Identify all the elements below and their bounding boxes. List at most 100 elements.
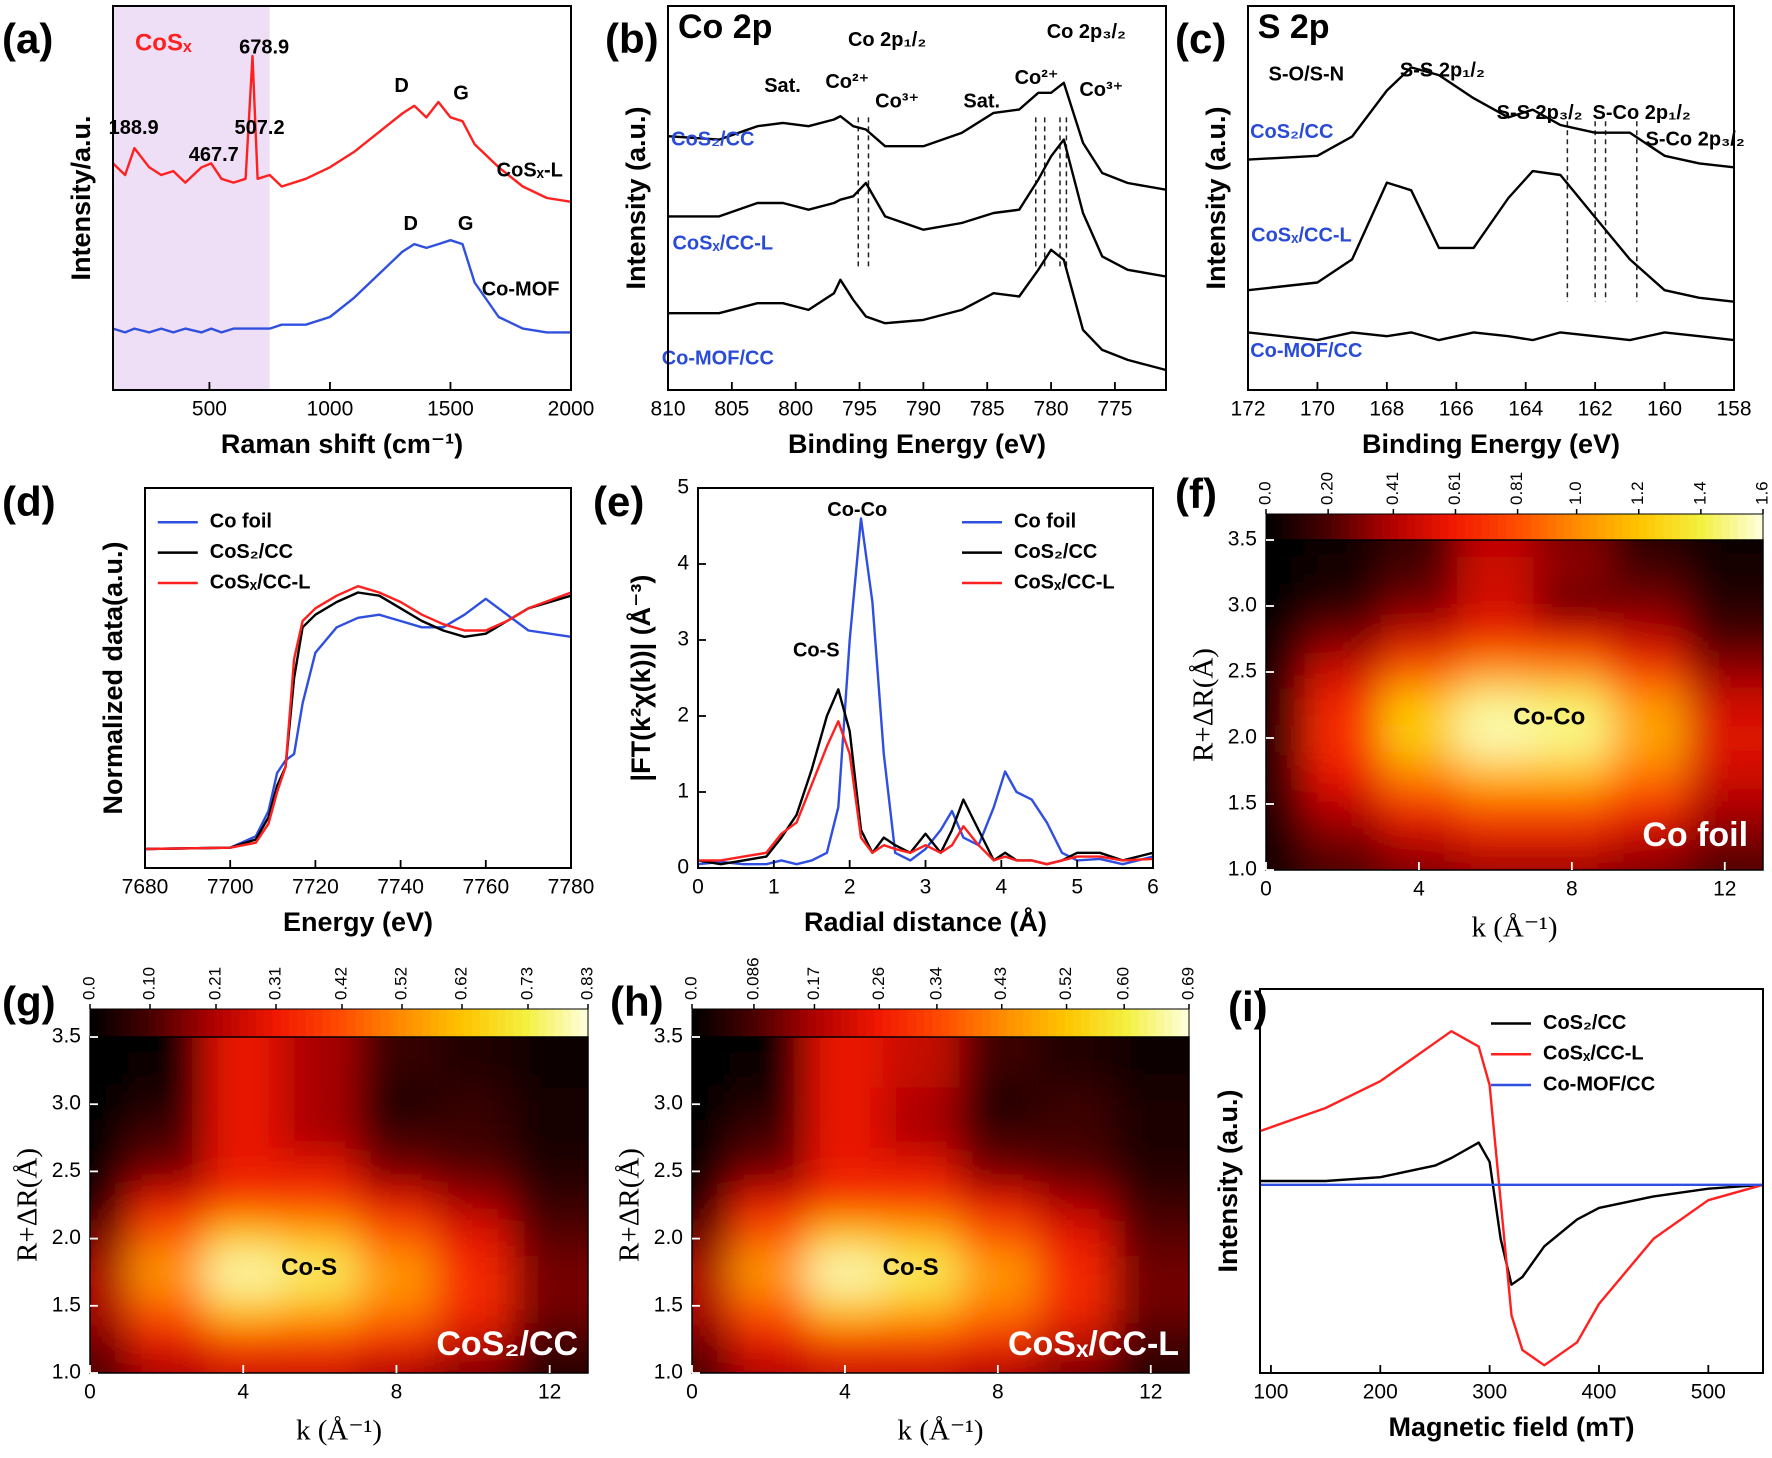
colorbar-tick-label: 0.086 <box>743 957 762 1000</box>
legend-label: CoSₓ/CC-L <box>1543 1043 1644 1065</box>
series-line <box>667 81 1167 191</box>
colorbar-tick-label: 1.2 <box>1628 481 1647 505</box>
panel-label: (d) <box>2 478 56 525</box>
heat-cell <box>1112 1322 1189 1357</box>
heat-cell <box>511 1154 588 1189</box>
annotation: CoSₓ <box>135 30 192 57</box>
heat-cell <box>1036 1356 1114 1373</box>
y-axis-title: Normalized data(a.u.) <box>98 541 128 814</box>
heat-cell <box>434 1255 512 1290</box>
colorbar-segment <box>1464 514 1474 540</box>
heat-cell <box>358 1356 436 1373</box>
colorbar-segment <box>272 1009 282 1037</box>
colorbar-segment <box>1365 514 1375 540</box>
heat-cell <box>1036 1289 1114 1324</box>
colorbar-segment <box>1039 1009 1049 1037</box>
series-label: CoSₓ/CC-L <box>1251 225 1352 247</box>
x-tick-label: 200 <box>1363 1381 1398 1404</box>
heat-cell <box>1533 688 1611 722</box>
heat-cell <box>281 1356 359 1373</box>
x-tick-label: 4 <box>1413 878 1425 901</box>
colorbar-segment <box>907 1009 917 1037</box>
colorbar-segment <box>1323 514 1333 540</box>
colorbar-segment <box>438 1009 448 1037</box>
colorbar-segment <box>529 1009 539 1037</box>
colorbar-segment <box>1415 514 1424 540</box>
x-axis-title: Raman shift (cm⁻¹) <box>221 429 463 459</box>
colorbar-segment <box>563 1009 572 1037</box>
colorbar-segment <box>1431 514 1441 540</box>
heat-cell <box>1380 688 1458 722</box>
heat-cell <box>730 1087 808 1122</box>
heatmap-cells <box>90 1037 588 1373</box>
colorbar-segment <box>741 1009 751 1037</box>
heat-cell <box>128 1053 206 1088</box>
colorbar-segment <box>1089 1009 1099 1037</box>
heat-cell <box>1304 820 1382 854</box>
colorbar-segment <box>1023 1009 1033 1037</box>
heat-cell <box>1304 688 1382 722</box>
x-tick-label: 5 <box>1071 876 1083 899</box>
x-tick-label: 7700 <box>207 876 254 899</box>
heat-cell <box>1266 820 1305 854</box>
heat-cell <box>434 1289 512 1324</box>
x-tick-label: 0 <box>686 1381 698 1404</box>
annotation: Co-S <box>281 1254 337 1281</box>
series-line <box>1247 169 1735 303</box>
heat-cell <box>692 1255 731 1290</box>
colorbar-segment <box>1622 514 1632 540</box>
annotation: 678.9 <box>239 37 289 59</box>
heat-cell <box>204 1053 283 1088</box>
colorbar-tick-label: 0.52 <box>391 967 410 1000</box>
heat-cell <box>1457 820 1535 854</box>
colorbar-segment <box>1122 1009 1132 1037</box>
heat-cell <box>1610 688 1688 722</box>
heat-cell <box>1457 556 1535 590</box>
heat-cell <box>1533 556 1611 590</box>
heat-cell <box>511 1037 588 1055</box>
heat-cell <box>358 1322 436 1357</box>
x-tick-label: 164 <box>1508 398 1543 421</box>
series-line <box>112 239 571 334</box>
colorbar-segment <box>1139 1009 1149 1037</box>
heat-cell <box>204 1322 283 1357</box>
x-tick-label: 1 <box>768 876 780 899</box>
heat-cell <box>434 1356 512 1373</box>
colorbar-segment <box>700 1009 710 1037</box>
heat-cell <box>806 1037 884 1055</box>
annotation: Co-S <box>883 1254 939 1281</box>
colorbar-segment <box>1514 514 1524 540</box>
panel-label: (e) <box>593 478 644 525</box>
colorbar-tick-label: 1.4 <box>1690 481 1709 505</box>
colorbar-tick-label: 1.6 <box>1752 481 1771 505</box>
heat-cell <box>1457 721 1535 755</box>
heat-cell <box>281 1087 359 1122</box>
heat-cell <box>959 1356 1037 1373</box>
heat-cell <box>692 1188 731 1223</box>
heat-cell <box>730 1356 808 1373</box>
colorbar-segment <box>1754 514 1764 540</box>
heat-cell <box>511 1121 588 1156</box>
panel-label: (c) <box>1175 15 1226 62</box>
x-tick-label: 12 <box>1713 878 1736 901</box>
heat-cell <box>204 1356 283 1373</box>
colorbar-segment <box>1406 514 1416 540</box>
colorbar-segment <box>1073 1009 1082 1037</box>
annotation: G <box>453 83 469 105</box>
legend-label: Co foil <box>1014 510 1076 532</box>
y-tick-label: 1.0 <box>1228 858 1257 881</box>
heat-cell <box>434 1188 512 1223</box>
heat-cell <box>1036 1255 1114 1290</box>
colorbar-segment <box>98 1009 108 1037</box>
legend-label: CoS₂/CC <box>1543 1012 1626 1034</box>
heat-cell <box>1610 556 1688 590</box>
x-tick-label: 4 <box>995 876 1007 899</box>
colorbar-segment <box>430 1009 440 1037</box>
heat-cell <box>511 1087 588 1122</box>
heat-cell <box>1266 622 1305 656</box>
colorbar-segment <box>1398 514 1408 540</box>
heat-cell <box>959 1087 1037 1122</box>
heat-cell <box>1380 622 1458 656</box>
colorbar-segment <box>1114 1009 1124 1037</box>
colorbar-segment <box>1155 1009 1165 1037</box>
